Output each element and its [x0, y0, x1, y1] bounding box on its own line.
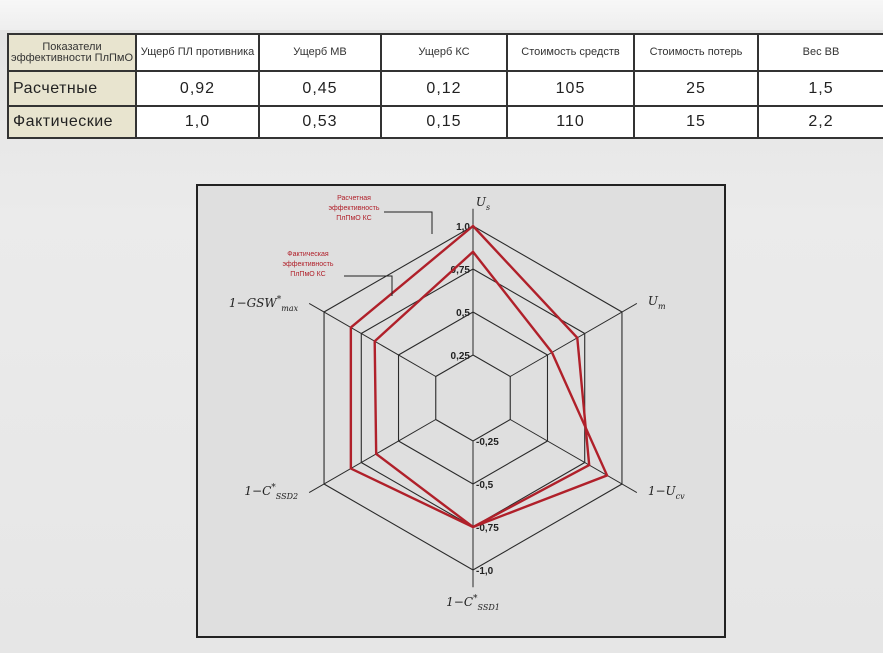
table-row: Расчетные 0,92 0,45 0,12 105 25 1,5 [7, 70, 883, 107]
table-cell: 0,53 [258, 105, 382, 139]
axis-label-sup: * [271, 483, 276, 493]
table-cell: 1,0 [135, 105, 260, 139]
axis-spoke [509, 419, 638, 494]
header-cell: Ущерб МВ [258, 33, 382, 72]
header-cell: Вес ВВ [757, 33, 883, 72]
table-cell: 0,12 [380, 70, 508, 107]
axis-spoke [308, 419, 437, 494]
header-cell: Показатели эффективности ПлПмО [7, 33, 137, 72]
table-cell: 0,15 [380, 105, 508, 139]
table-cell: 110 [506, 105, 635, 139]
axis-label-sub: max [281, 304, 298, 313]
axis-label-main: 1−U [648, 484, 677, 498]
axis-label: Us [476, 195, 490, 212]
axis-label: 1−Ucv [648, 484, 685, 501]
axis-label: 1−GSW*max [229, 295, 299, 313]
tick-label: -1,0 [476, 566, 494, 577]
series-annotation-actual: ПлПмО КС [290, 271, 325, 278]
table-cell: 2,2 [757, 105, 883, 139]
axis-label: 1−C*SSD2 [244, 483, 298, 501]
header-cell: Ущерб ПЛ противника [135, 33, 260, 72]
table-cell: 25 [633, 70, 759, 107]
top-band [0, 0, 883, 30]
axis-label-main: U [476, 195, 487, 209]
header-cell: Ущерб КС [380, 33, 508, 72]
radar-chart: 0,250,50,751,0-0,25-0,5-0,75-1,0UsUm1−Uc… [229, 195, 685, 612]
axis-label-main: 1−C [244, 484, 271, 498]
series-annotation-calculated: эффективность [328, 205, 379, 212]
axis-label-sub: cv [676, 492, 685, 501]
header-cell: Стоимость средств [506, 33, 635, 72]
table-cell: 1,5 [757, 70, 883, 107]
row-label: Фактические [7, 105, 137, 139]
tick-label: 0,25 [451, 351, 471, 362]
annotation-leader [384, 211, 433, 234]
axis-spoke [509, 302, 638, 377]
axis-label: Um [648, 294, 666, 311]
axis-spoke [308, 302, 437, 377]
axis-label: 1−C*SSD1 [446, 594, 500, 612]
axis-label-main: U [648, 294, 659, 308]
tick-label: -0,5 [476, 480, 494, 491]
axis-label-sub: s [486, 203, 490, 212]
annotation-leader [344, 275, 393, 296]
tick-label: 1,0 [456, 222, 470, 233]
series-annotation-actual: Фактическая [287, 251, 329, 258]
header-cell: Стоимость потерь [633, 33, 759, 72]
grid-ring-1 [435, 354, 511, 442]
series-annotation-calculated: Расчетная [337, 195, 371, 202]
series-line-2 [373, 250, 609, 529]
table-cell: 0,92 [135, 70, 260, 107]
row-label: Расчетные [7, 70, 137, 107]
tick-label: -0,75 [476, 523, 499, 534]
axis-label-main: 1−C [446, 595, 473, 609]
axis-label-sup: * [277, 295, 282, 305]
tick-label: 0,5 [456, 308, 470, 319]
axis-label-sub: m [658, 302, 666, 311]
table-header-row: Показатели эффективности ПлПмО Ущерб ПЛ … [7, 33, 883, 72]
table-cell: 105 [506, 70, 635, 107]
parameters-table: Показатели эффективности ПлПмО Ущерб ПЛ … [7, 33, 883, 139]
series-annotation-actual: эффективность [282, 261, 333, 268]
axis-label-sub: SSD2 [276, 492, 298, 501]
radar-chart-frame: 0,25 0,5 0,75 1,0 -0,25 -0,5 -0,75 -1,0 Us Um 1−Uc… [196, 184, 726, 638]
axis-label-main: 1−GSW [229, 296, 278, 310]
series-annotation-calculated: ПлПмО КС [336, 215, 371, 222]
table-cell: 15 [633, 105, 759, 139]
tick-label: 0,75 [451, 265, 471, 276]
axis-label-sup: * [473, 594, 478, 604]
tick-label: -0,25 [476, 437, 499, 448]
axis-label-sub: SSD1 [478, 603, 500, 612]
table-cell: 0,45 [258, 70, 382, 107]
table-row: Фактические 1,0 0,53 0,15 110 15 2,2 [7, 105, 883, 139]
